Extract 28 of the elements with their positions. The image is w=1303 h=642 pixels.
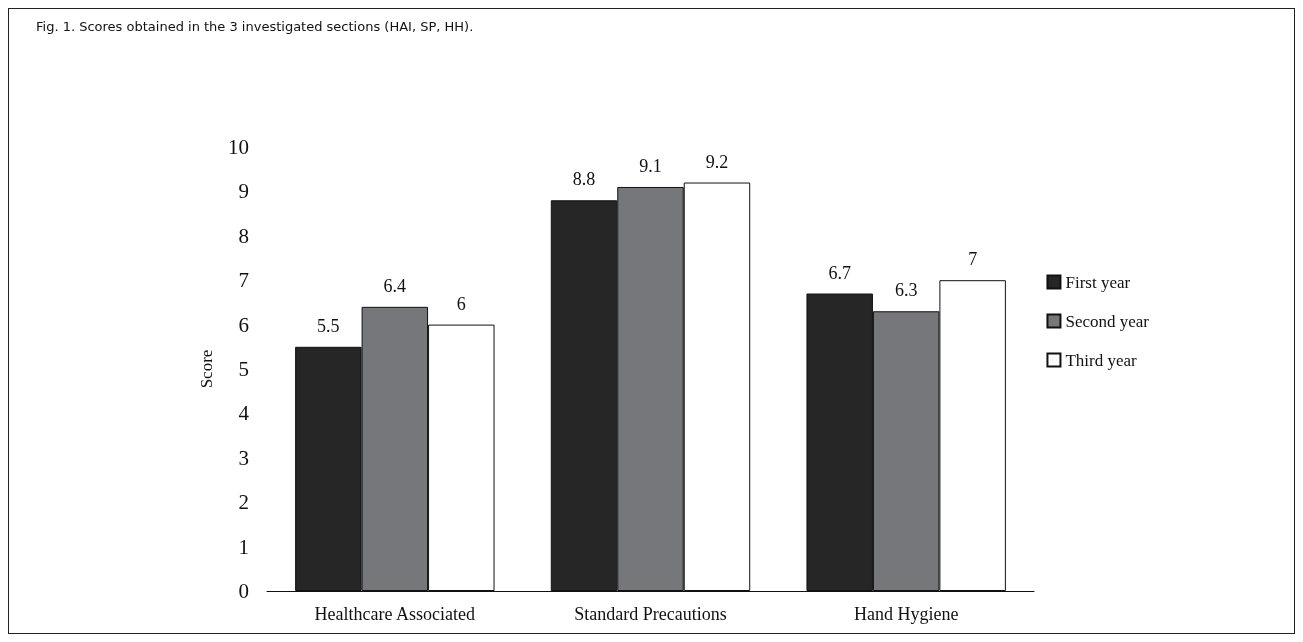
y-tick-label: 1 (238, 534, 249, 559)
y-tick-label: 9 (238, 179, 249, 204)
legend-label: First year (1065, 272, 1131, 292)
legend-label: Third year (1065, 350, 1138, 370)
y-tick-label: 4 (238, 401, 250, 426)
x-tick-label: Standard Precautions (574, 604, 727, 624)
y-tick-label: 5 (238, 357, 249, 381)
legend-label: Second year (1065, 311, 1150, 331)
data-label: 6.4 (383, 275, 407, 296)
data-label: 5.5 (317, 315, 340, 336)
chart-title: Fig. 1. Scores obtained in the 3 investigated sections (HAI, SP, HH). (36, 19, 474, 34)
data-label: 7 (968, 249, 978, 270)
data-label: 9.1 (639, 155, 662, 176)
y-axis-title: Score (197, 349, 216, 389)
y-tick-label: 2 (238, 490, 249, 515)
data-label: 9.2 (705, 151, 729, 172)
data-label: 6.7 (828, 262, 851, 283)
x-tick-label: Hand Hygiene (853, 604, 959, 624)
data-label: 6.3 (894, 280, 918, 301)
y-tick-label: 3 (238, 445, 249, 470)
y-tick-label: 7 (238, 268, 249, 293)
data-label: 6 (456, 293, 466, 314)
y-tick-label: 0 (238, 579, 249, 603)
y-tick-label: 6 (238, 312, 249, 337)
x-tick-label: Healthcare Associated (314, 604, 476, 624)
data-label: 8.8 (572, 169, 596, 190)
y-tick-label: 10 (228, 135, 249, 159)
y-tick-label: 8 (238, 223, 249, 248)
